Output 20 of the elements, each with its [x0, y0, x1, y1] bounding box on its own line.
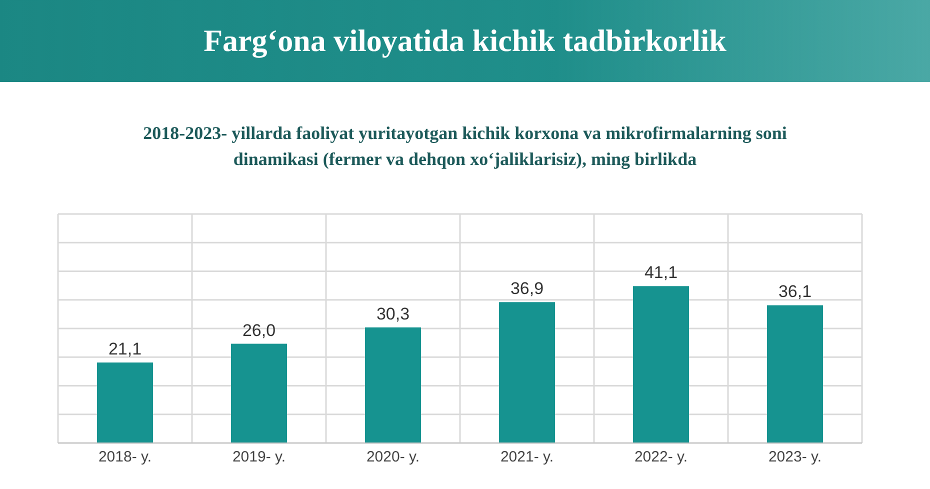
- data-label: 41,1: [644, 263, 678, 282]
- x-tick-label: 2020- y.: [366, 448, 420, 466]
- chart-title: Farg‘ona viloyatida kichik tadbirkorlik: [204, 23, 726, 59]
- bar: [97, 362, 153, 443]
- data-label: 36,1: [778, 282, 812, 302]
- bar: [767, 305, 823, 443]
- x-tick-label: 2019- y.: [232, 448, 286, 466]
- x-tick-label: 2021- y.: [500, 448, 554, 466]
- x-tick-label: 2023- y.: [768, 448, 822, 466]
- bar: [365, 327, 421, 443]
- x-tick-label: 2022- y.: [634, 448, 688, 466]
- data-label: 36,9: [510, 279, 544, 298]
- bar: [633, 286, 689, 443]
- data-label: 30,3: [376, 304, 410, 324]
- x-tick-label: 2018- y.: [98, 448, 152, 466]
- chart-subtitle: 2018-2023- yillarda faoliyat yuritayotgan kichik korxona va mikrofirmalarning soni dinamikasi (fermer va dehqon xo‘jaliklarisiz), ming birlikda: [142, 122, 788, 171]
- bar: [499, 302, 555, 443]
- data-label: 26,0: [242, 320, 276, 340]
- bar: [231, 344, 287, 443]
- data-label: 21,1: [108, 339, 142, 358]
